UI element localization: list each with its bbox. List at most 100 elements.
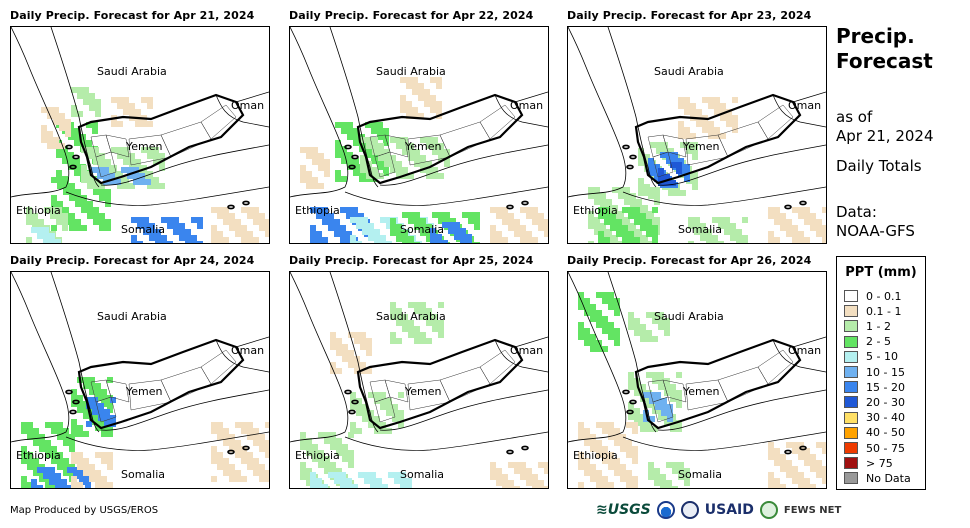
legend-swatch (844, 320, 858, 333)
precip-cell (646, 330, 652, 336)
yemen-border (634, 93, 802, 185)
precip-cell (73, 467, 79, 473)
precip-cell (692, 142, 698, 148)
precip-cell (378, 143, 384, 149)
precip-cell (322, 484, 328, 488)
precip-cell (350, 241, 356, 243)
precip-cell (139, 179, 145, 185)
precip-cell (661, 410, 667, 416)
precip-cell (672, 462, 678, 468)
precip-cell (241, 237, 247, 243)
precip-cell (780, 213, 786, 219)
precip-cell (342, 456, 348, 462)
precip-cell (628, 318, 634, 324)
yemen-district (439, 366, 491, 403)
precip-cell (235, 225, 241, 231)
precip-cell (590, 440, 596, 446)
precip-cell (312, 153, 318, 159)
precip-cell (664, 330, 670, 336)
precip-cell (660, 480, 666, 486)
precip-cell (342, 450, 348, 456)
precip-cell (44, 207, 50, 213)
precip-cell (798, 213, 804, 219)
precip-cell (41, 125, 47, 131)
precip-cell (346, 237, 352, 243)
precip-cell (384, 149, 390, 155)
precip-cell (312, 444, 318, 450)
precip-cell (602, 482, 608, 488)
precip-cell (101, 458, 107, 464)
forecast-panel-apr25: Daily Precip. Forecast for Apr 25, 2024 S… (289, 254, 549, 494)
precip-cell (71, 452, 77, 458)
precip-cell (718, 223, 724, 229)
precip-cell (822, 478, 826, 484)
precip-cell (133, 173, 139, 179)
precip-cell (678, 97, 684, 103)
precip-cell (77, 111, 83, 117)
precip-cell (460, 240, 466, 243)
yemen-district (200, 104, 237, 140)
precip-cell (131, 241, 137, 243)
precip-cell (402, 320, 408, 326)
oman-border (792, 91, 826, 103)
precip-cell (223, 219, 229, 225)
precip-cell (347, 158, 353, 164)
island (626, 409, 634, 415)
precip-cell (664, 174, 670, 180)
precip-cell (768, 207, 774, 213)
precip-cell (584, 340, 590, 346)
precip-cell (253, 440, 259, 446)
gulf-coastline (379, 389, 548, 431)
precip-cell (596, 476, 602, 482)
precip-cell (628, 378, 634, 384)
country-label-saudi: Saudi Arabia (654, 65, 724, 78)
island (629, 399, 637, 405)
country-label-oman: Oman (788, 344, 822, 357)
precip-cell (424, 95, 430, 101)
precip-cell (578, 422, 584, 428)
precip-cell (81, 225, 87, 231)
precip-cell (259, 219, 265, 225)
precip-cell (99, 213, 105, 219)
precip-cell (368, 229, 374, 235)
precip-cell (350, 422, 356, 428)
precip-cell (330, 444, 336, 450)
precip-cell (688, 223, 694, 229)
yemen-district (717, 121, 769, 158)
precip-cell (632, 458, 638, 464)
precip-cell (628, 207, 634, 213)
precip-cell (614, 440, 620, 446)
precip-cell (191, 241, 197, 243)
precip-cell (336, 338, 342, 344)
precip-cell (312, 183, 318, 189)
precip-cell (350, 235, 356, 241)
precip-cell (780, 466, 786, 472)
precip-cell (330, 344, 336, 350)
precip-cell (173, 229, 179, 235)
precip-cell (608, 452, 614, 458)
precip-cell (105, 159, 111, 165)
country-label-oman: Oman (510, 344, 544, 357)
precip-cell (229, 219, 235, 225)
country-label-yemen: Yemen (126, 385, 163, 398)
precip-cell (448, 222, 454, 228)
precip-cell (408, 302, 414, 308)
precip-cell (217, 428, 223, 434)
precip-cell (306, 171, 312, 177)
precip-cell (822, 207, 826, 213)
precip-cell (191, 217, 197, 223)
forecast-map: Saudi Arabia Oman Yemen Ethiopia Somalia (567, 271, 827, 489)
precip-cell (342, 356, 348, 362)
precip-cell (318, 456, 324, 462)
precip-cell (75, 219, 81, 225)
precip-cell (692, 172, 698, 178)
precip-cell (324, 171, 330, 177)
precip-cell (62, 158, 68, 164)
precip-cell (732, 127, 738, 133)
precip-cell (330, 362, 336, 368)
precip-cell (99, 183, 105, 189)
yemen-border (77, 338, 245, 430)
precip-cell (520, 462, 526, 468)
precip-cell (430, 95, 436, 101)
precip-cell (678, 127, 684, 133)
